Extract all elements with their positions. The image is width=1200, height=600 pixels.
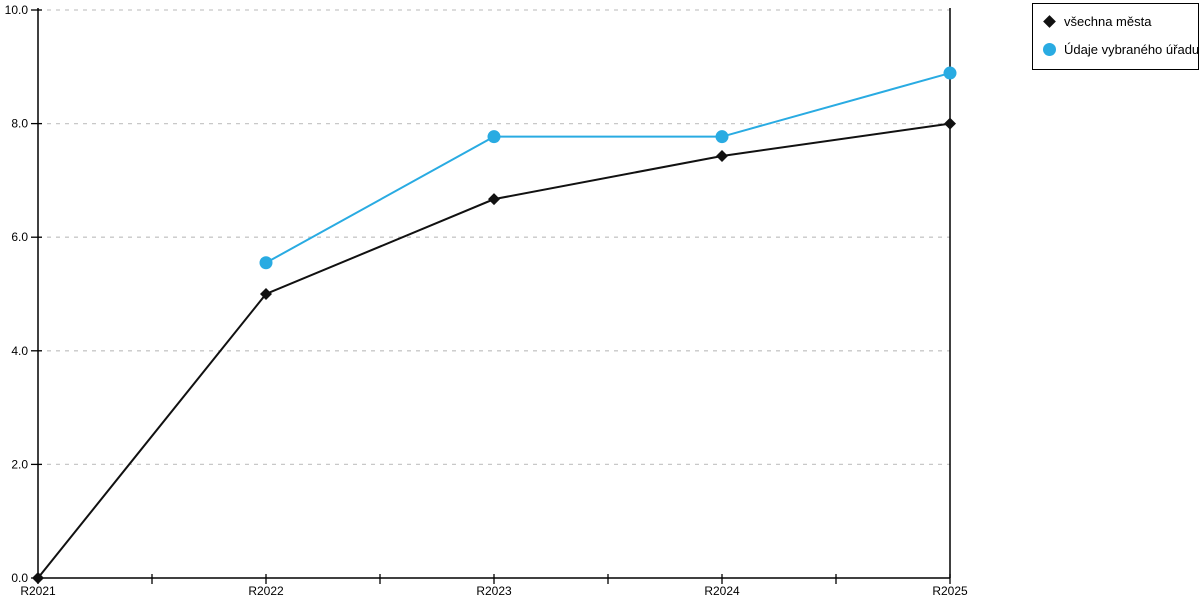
y-axis-tick-label: 2.0 xyxy=(11,457,28,471)
y-axis-tick-label: 10.0 xyxy=(5,3,29,17)
legend-item-all-cities: všechna města xyxy=(1043,14,1188,29)
legend-item-selected-office: Údaje vybraného úřadu xyxy=(1043,42,1199,57)
x-axis-tick-label: R2022 xyxy=(248,584,284,598)
data-point-diamond xyxy=(944,117,956,130)
x-axis-tick-label: R2023 xyxy=(476,584,512,598)
x-axis-tick-label: R2024 xyxy=(704,584,740,598)
data-point-diamond xyxy=(488,193,500,206)
data-point-circle xyxy=(715,130,729,144)
data-point-circle xyxy=(487,130,501,144)
y-axis-tick-label: 8.0 xyxy=(11,117,28,131)
y-axis-tick-label: 0.0 xyxy=(11,571,28,585)
diamond-marker-icon xyxy=(1043,15,1056,28)
y-axis-tick-label: 4.0 xyxy=(11,344,28,358)
y-axis-tick-label: 6.0 xyxy=(11,230,28,244)
data-point-diamond xyxy=(32,572,44,584)
x-axis-tick-label: R2025 xyxy=(932,584,968,598)
legend-label: Údaje vybraného úřadu xyxy=(1064,42,1200,57)
x-axis-tick-label: R2021 xyxy=(20,584,56,598)
circle-marker-icon xyxy=(1043,43,1056,56)
legend: všechna města Údaje vybraného úřadu xyxy=(1032,3,1199,70)
data-point-diamond xyxy=(260,288,272,300)
data-point-circle xyxy=(943,66,957,80)
data-point-diamond xyxy=(716,149,728,162)
series-line-circle xyxy=(265,72,951,264)
legend-label: všechna města xyxy=(1064,14,1152,29)
data-point-circle xyxy=(259,256,273,270)
